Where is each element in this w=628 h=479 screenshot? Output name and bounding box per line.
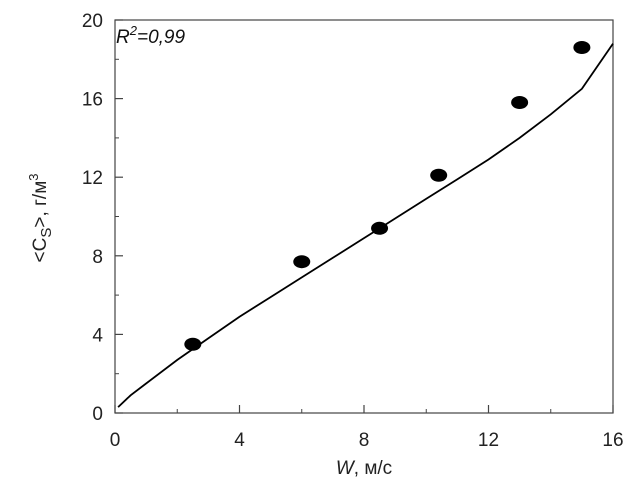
data-point	[430, 168, 448, 182]
y-axis-ticks: 0 4 8 12 16 20	[82, 11, 123, 425]
x-tick-label: 0	[110, 430, 121, 451]
x-axis-ticks: 0 4 8 12 16	[110, 405, 624, 451]
data-point	[293, 255, 311, 269]
data-point	[511, 96, 529, 110]
r-squared-annotation: R2=0,99	[116, 23, 185, 48]
y-tick-label: 16	[82, 90, 103, 111]
y-tick-label: 12	[82, 168, 103, 189]
x-axis-title: W, м/с	[336, 458, 392, 479]
x-tick-label: 8	[359, 430, 370, 451]
data-points	[184, 41, 591, 351]
y-tick-label: 8	[92, 247, 103, 268]
trend-line	[117, 43, 614, 408]
x-tick-label: 16	[602, 430, 623, 451]
data-point	[371, 221, 389, 235]
plot-frame	[114, 19, 614, 414]
y-axis-title: <CS>, г/м3	[26, 173, 55, 262]
x-tick-label: 4	[234, 430, 245, 451]
y-tick-label: 0	[92, 404, 103, 425]
y-tick-label: 20	[82, 11, 103, 32]
data-point	[573, 41, 591, 55]
data-point	[184, 337, 202, 351]
y-tick-label: 4	[92, 325, 103, 346]
x-tick-label: 12	[478, 430, 499, 451]
